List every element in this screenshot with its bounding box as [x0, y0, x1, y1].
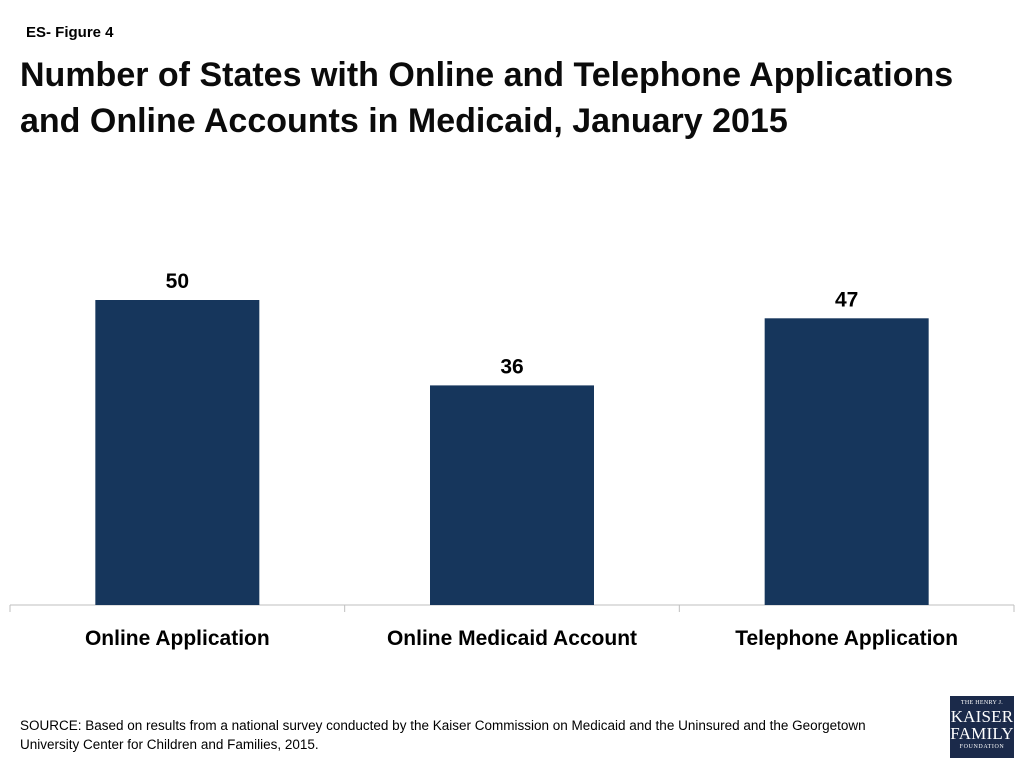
data-label-2: 47 [835, 288, 858, 311]
category-label-1: Online Medicaid Account [387, 627, 637, 650]
kff-logo: THE HENRY J. KAISER FAMILY FOUNDATION [950, 696, 1014, 758]
category-label-0: Online Application [85, 627, 270, 650]
data-label-0: 50 [166, 270, 189, 293]
bar-0 [95, 300, 260, 605]
chart-title: Number of States with Online and Telepho… [20, 56, 954, 140]
logo-line-2: KAISER [950, 707, 1014, 726]
bar-1 [430, 385, 594, 605]
logo-line-3: FAMILY [950, 724, 1014, 743]
category-label-2: Telephone Application [735, 627, 958, 650]
data-label-1: 36 [500, 355, 523, 378]
bar-2 [764, 318, 929, 605]
logo-line-4: FOUNDATION [959, 744, 1005, 750]
figure-label: ES- Figure 4 [26, 24, 114, 41]
logo-line-1: THE HENRY J. [960, 700, 1004, 706]
source-note: SOURCE: Based on results from a national… [20, 718, 866, 752]
